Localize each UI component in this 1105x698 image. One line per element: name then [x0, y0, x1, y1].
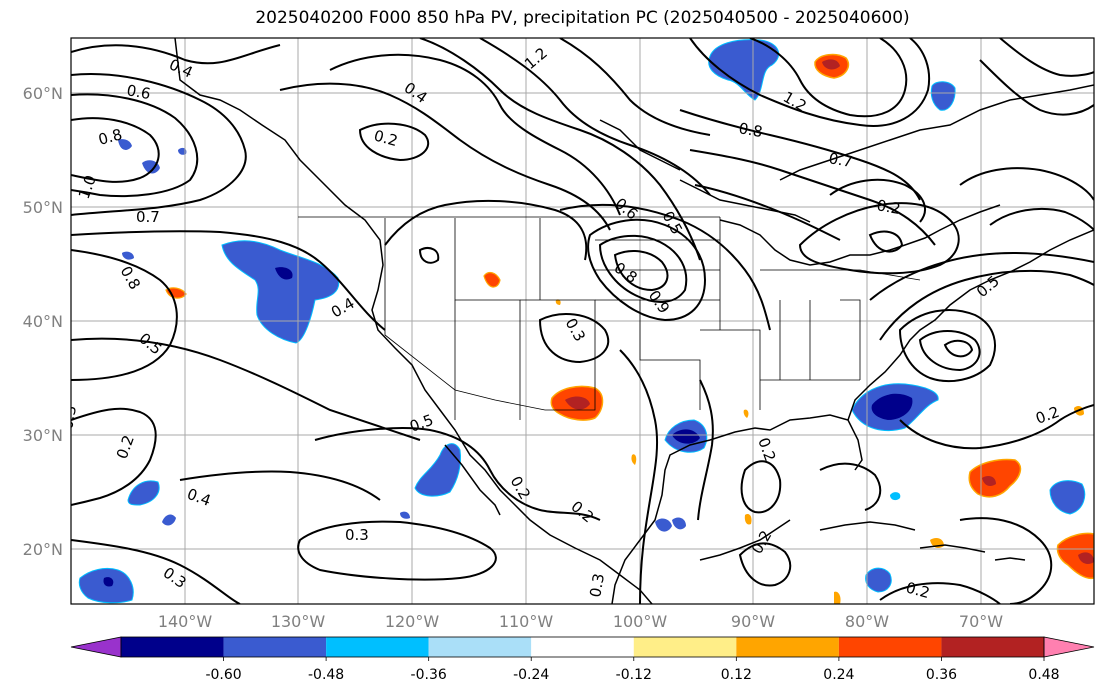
- lon-label: 130°W: [271, 612, 326, 631]
- precip-patch: [890, 492, 901, 501]
- pv-contours: [71, 38, 1094, 604]
- precip-patch: [414, 443, 461, 497]
- lon-label: 140°W: [158, 612, 213, 631]
- precip-patch: [1078, 552, 1094, 564]
- precip-patch: [103, 577, 114, 587]
- contour-label: 0.6: [125, 81, 152, 103]
- contour-label: 0.3: [586, 572, 608, 599]
- precip-patch: [165, 287, 187, 299]
- precip-patch: [1049, 480, 1086, 515]
- colorbar-tick-label: 0.36: [926, 667, 957, 683]
- precip-patch: [275, 267, 293, 280]
- colorbar-tick-label: 0.12: [721, 667, 752, 683]
- state-borders: [298, 216, 921, 420]
- precip-patch: [834, 591, 841, 604]
- colorbar-segment: [326, 637, 429, 657]
- precip-patch: [744, 514, 752, 525]
- lat-label: 50°N: [23, 198, 63, 217]
- lat-label: 60°N: [23, 84, 63, 103]
- precip-patch: [655, 518, 672, 532]
- precip-patch: [127, 480, 160, 506]
- precip-patch: [631, 454, 637, 465]
- contour-label: 0.7: [827, 149, 854, 171]
- colorbar-segment: [736, 637, 839, 657]
- colorbar-segment: [223, 637, 327, 657]
- colorbar-extend-high: [1043, 636, 1095, 658]
- precip-patch: [483, 271, 501, 288]
- colorbar-tick-label: 0.24: [823, 667, 854, 683]
- colorbar-outline: [120, 636, 1045, 658]
- map-frame: [70, 37, 1095, 605]
- map-title: 2025040200 F000 850 hPa PV, precipitatio…: [255, 8, 910, 28]
- precip-patch: [221, 240, 340, 344]
- lon-label: 80°W: [845, 612, 889, 631]
- precip-patch: [400, 511, 410, 519]
- precip-patch: [118, 139, 132, 150]
- latitude-labels: 60°N 50°N 40°N 30°N 20°N: [23, 84, 63, 559]
- precip-patch: [672, 517, 686, 530]
- colorbar-tick-label: -0.12: [616, 667, 652, 683]
- precip-patch: [178, 147, 187, 155]
- lon-label: 120°W: [385, 612, 440, 631]
- lon-label: 70°W: [959, 612, 1003, 631]
- colorbar-segment: [633, 637, 737, 657]
- precip-patch: [162, 514, 176, 526]
- colorbar-segment: [838, 637, 942, 657]
- colorbar-segment: [941, 637, 1044, 657]
- coastlines: [174, 38, 1094, 604]
- precip-patch: [743, 409, 749, 418]
- colorbar-segment: [428, 637, 532, 657]
- contour-label: 0.3: [345, 526, 369, 544]
- precip-patch: [672, 429, 700, 444]
- colorbar-tick-label: 0.48: [1028, 667, 1059, 683]
- colorbar-extend-low: [70, 636, 122, 658]
- contour-label: 0.2: [372, 126, 400, 150]
- colorbar-segment: [121, 637, 224, 657]
- colorbar-tick-label: -0.36: [411, 667, 447, 683]
- precip-patch: [865, 567, 892, 593]
- contour-label: 0.2: [904, 578, 932, 602]
- lon-label: 110°W: [499, 612, 554, 631]
- precip-patch: [142, 160, 160, 174]
- contour-label: 0.2: [875, 196, 902, 218]
- contour-label: 0.3: [58, 404, 80, 431]
- colorbar-tick-label: -0.60: [205, 667, 241, 683]
- precip-patch: [968, 458, 1022, 498]
- precip-patch: [1056, 532, 1094, 580]
- precip-patch: [871, 393, 913, 420]
- precip-patch: [122, 251, 134, 260]
- colorbar-segment: [531, 637, 634, 657]
- precip-patch: [565, 396, 590, 410]
- precip-patch: [982, 476, 996, 486]
- contour-label: 0.7: [136, 208, 160, 226]
- precipitation-shading: [78, 39, 1094, 604]
- graticule: [71, 38, 1094, 604]
- lat-label: 40°N: [23, 312, 63, 331]
- longitude-labels: 140°W 130°W 120°W 110°W 100°W 90°W 80°W …: [158, 612, 1003, 631]
- precip-patch: [822, 59, 840, 70]
- colorbar: -0.60 -0.48 -0.36 -0.24 -0.12 0.12 0.24 0.36 0.4…: [70, 636, 1095, 683]
- lat-label: 20°N: [23, 540, 63, 559]
- lon-label: 100°W: [613, 612, 668, 631]
- contour-label: 0.8: [96, 125, 124, 149]
- colorbar-tick-label: -0.24: [513, 667, 549, 683]
- precip-patch: [930, 81, 956, 111]
- colorbar-tick-label: -0.48: [308, 667, 344, 683]
- precip-patch: [555, 299, 561, 305]
- lon-label: 90°W: [731, 612, 775, 631]
- lat-label: 30°N: [23, 426, 63, 445]
- contour-label: 0.8: [737, 119, 764, 141]
